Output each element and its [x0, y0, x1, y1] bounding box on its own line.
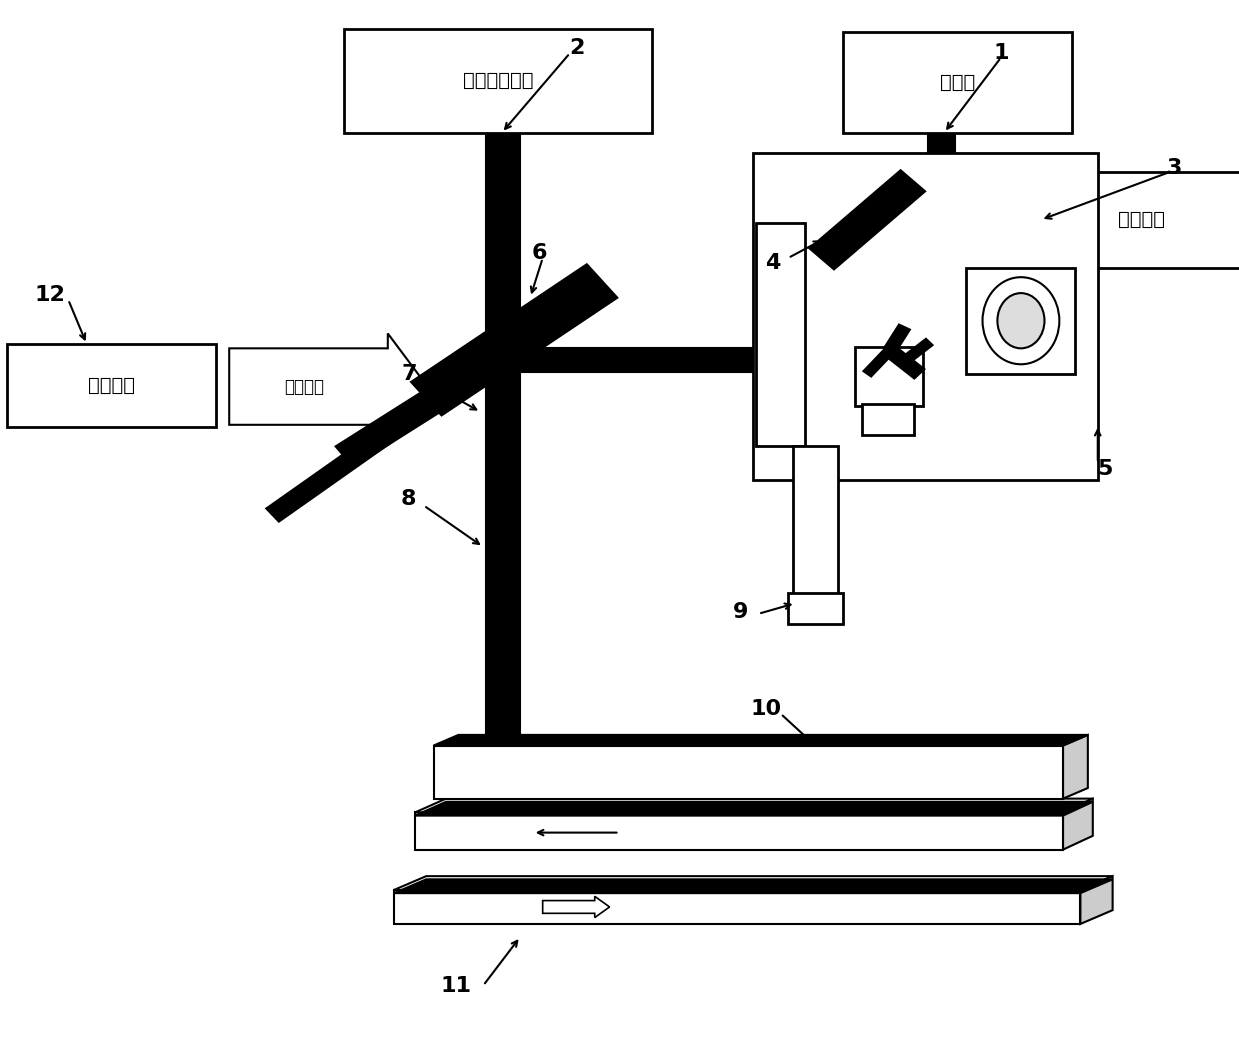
Text: 2: 2	[570, 38, 585, 57]
Polygon shape	[864, 347, 893, 377]
Text: 激光器: 激光器	[939, 73, 975, 91]
Polygon shape	[415, 812, 1063, 850]
Bar	[788, 593, 843, 624]
Text: 6: 6	[532, 243, 546, 262]
Polygon shape	[809, 170, 926, 270]
Polygon shape	[885, 325, 909, 353]
Text: 同轴测量单元: 同轴测量单元	[463, 71, 533, 90]
Bar	[1041, 172, 1239, 268]
Polygon shape	[415, 802, 1093, 816]
Polygon shape	[928, 133, 955, 406]
Polygon shape	[543, 896, 610, 918]
Bar	[862, 404, 914, 435]
Polygon shape	[1063, 799, 1093, 850]
Polygon shape	[1063, 735, 1088, 799]
Polygon shape	[491, 361, 515, 786]
Text: 5: 5	[1098, 460, 1113, 479]
Text: 1: 1	[994, 44, 1009, 63]
Bar	[855, 347, 923, 406]
Ellipse shape	[997, 293, 1044, 348]
Polygon shape	[434, 746, 1063, 799]
Text: 控制单元: 控制单元	[88, 376, 135, 395]
Polygon shape	[855, 210, 1041, 232]
Polygon shape	[394, 890, 1080, 924]
Text: 下发指令: 下发指令	[285, 378, 325, 395]
Polygon shape	[434, 735, 1088, 746]
Polygon shape	[514, 349, 753, 371]
Text: 指示光源: 指示光源	[1118, 210, 1165, 229]
Polygon shape	[411, 264, 617, 415]
Polygon shape	[394, 876, 1113, 890]
Text: 7: 7	[401, 364, 416, 383]
Polygon shape	[503, 348, 938, 372]
Text: 9: 9	[733, 602, 748, 621]
Polygon shape	[394, 879, 1113, 893]
Polygon shape	[901, 339, 933, 364]
Text: 10: 10	[750, 700, 782, 719]
Polygon shape	[885, 346, 924, 378]
Ellipse shape	[983, 277, 1059, 364]
Bar	[843, 32, 1072, 133]
Text: 12: 12	[35, 286, 64, 305]
Bar	[753, 153, 1098, 480]
Polygon shape	[415, 799, 1093, 812]
Text: 4: 4	[766, 254, 781, 273]
Text: 8: 8	[401, 490, 416, 509]
Polygon shape	[1063, 735, 1088, 746]
Text: 3: 3	[1167, 158, 1182, 177]
Polygon shape	[1080, 876, 1113, 924]
Polygon shape	[486, 133, 520, 738]
Bar	[756, 223, 805, 446]
Bar	[966, 268, 1075, 374]
Polygon shape	[336, 350, 504, 467]
Polygon shape	[266, 357, 494, 521]
Bar	[793, 446, 838, 595]
Bar	[7, 344, 216, 427]
Text: 11: 11	[440, 976, 472, 995]
Polygon shape	[229, 333, 427, 440]
Bar	[344, 29, 652, 133]
